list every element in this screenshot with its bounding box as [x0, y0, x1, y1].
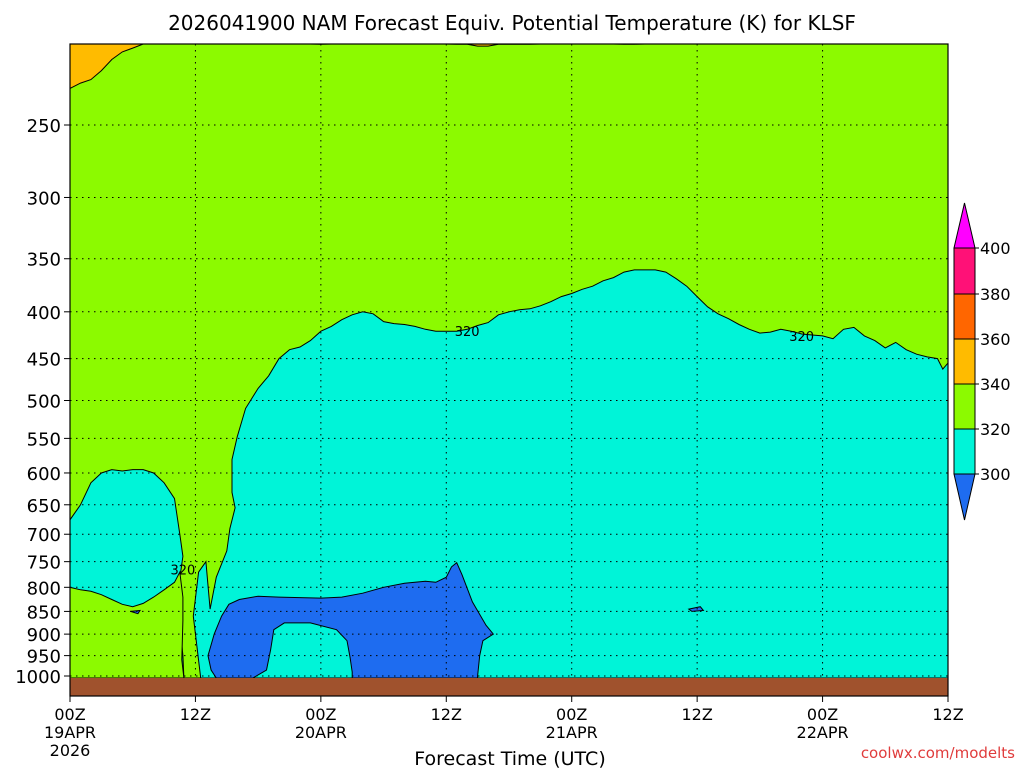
colorbar-label-320: 320	[980, 420, 1011, 439]
ground-strip	[70, 678, 948, 696]
ytick-label-500: 500	[27, 392, 61, 413]
ytick-label-900: 900	[27, 625, 61, 646]
colorbar-band-340_360	[953, 338, 976, 385]
ytick-label-250: 250	[27, 116, 61, 137]
xtick-label-48: 00Z	[556, 705, 587, 724]
contour-fill-group	[70, 44, 948, 678]
xtick-date-48: 21APR	[546, 723, 598, 742]
colorbar-band-380_400	[953, 247, 976, 295]
ytick-label-350: 350	[27, 250, 61, 271]
xtick-label-0: 00Z	[54, 705, 85, 724]
credit-text[interactable]: coolwx.com/modelts	[861, 744, 1015, 762]
xtick-date-72: 22APR	[797, 723, 849, 742]
plot-area	[69, 43, 949, 697]
ytick-label-300: 300	[27, 188, 61, 209]
ytick-label-700: 700	[27, 525, 61, 546]
ytick-label-550: 550	[27, 429, 61, 450]
contour-label-0: 320	[455, 325, 480, 340]
ytick-label-850: 850	[27, 602, 61, 623]
xtick-label-72: 00Z	[807, 705, 838, 724]
ytick-label-1000: 1000	[15, 667, 61, 688]
colorbar-below-300	[953, 473, 976, 521]
colorbar-label-380: 380	[980, 285, 1011, 304]
plot-frame	[69, 43, 949, 697]
xtick-year-0: 2026	[50, 741, 91, 760]
colorbar-band-300_320	[953, 428, 976, 475]
blue-island-0	[687, 606, 705, 612]
ytick-label-650: 650	[27, 496, 61, 517]
grid	[70, 44, 948, 678]
chart-title: 2026041900 NAM Forecast Equiv. Potential…	[168, 11, 856, 35]
xtick-label-84: 12Z	[932, 705, 963, 724]
colorbar: 400 380 360 340 320 300	[953, 202, 1011, 521]
blue-island-1	[130, 609, 141, 615]
contour-label-1: 320	[789, 330, 814, 345]
xtick-label-60: 12Z	[681, 705, 712, 724]
colorbar-band-360_380	[953, 293, 976, 340]
colorbar-label-340: 340	[980, 375, 1011, 394]
colorbar-above-400	[953, 202, 976, 249]
contour-labels: 320 320 320	[170, 325, 814, 578]
xtick-label-12: 12Z	[180, 705, 211, 724]
ytick-label-800: 800	[27, 578, 61, 599]
colorbar-label-360: 360	[980, 330, 1011, 349]
xtick-label-36: 12Z	[431, 705, 462, 724]
y-axis: 2503003504004505005506006507007508008509…	[15, 116, 70, 688]
ytick-label-950: 950	[27, 647, 61, 668]
x-axis-label: Forecast Time (UTC)	[414, 748, 605, 768]
band-below-300	[207, 561, 495, 678]
ytick-label-750: 750	[27, 553, 61, 574]
colorbar-band-320_340	[953, 383, 976, 430]
xtick-date-0: 19APR	[44, 723, 96, 742]
ytick-label-450: 450	[27, 350, 61, 371]
xtick-label-24: 00Z	[305, 705, 336, 724]
colorbar-label-400: 400	[980, 239, 1011, 258]
band-320-340-lower	[70, 570, 185, 678]
xtick-date-24: 20APR	[295, 723, 347, 742]
ytick-label-400: 400	[27, 303, 61, 324]
ytick-label-600: 600	[27, 464, 61, 485]
contour-label-2: 320	[170, 564, 195, 579]
colorbar-label-300: 300	[980, 465, 1011, 484]
